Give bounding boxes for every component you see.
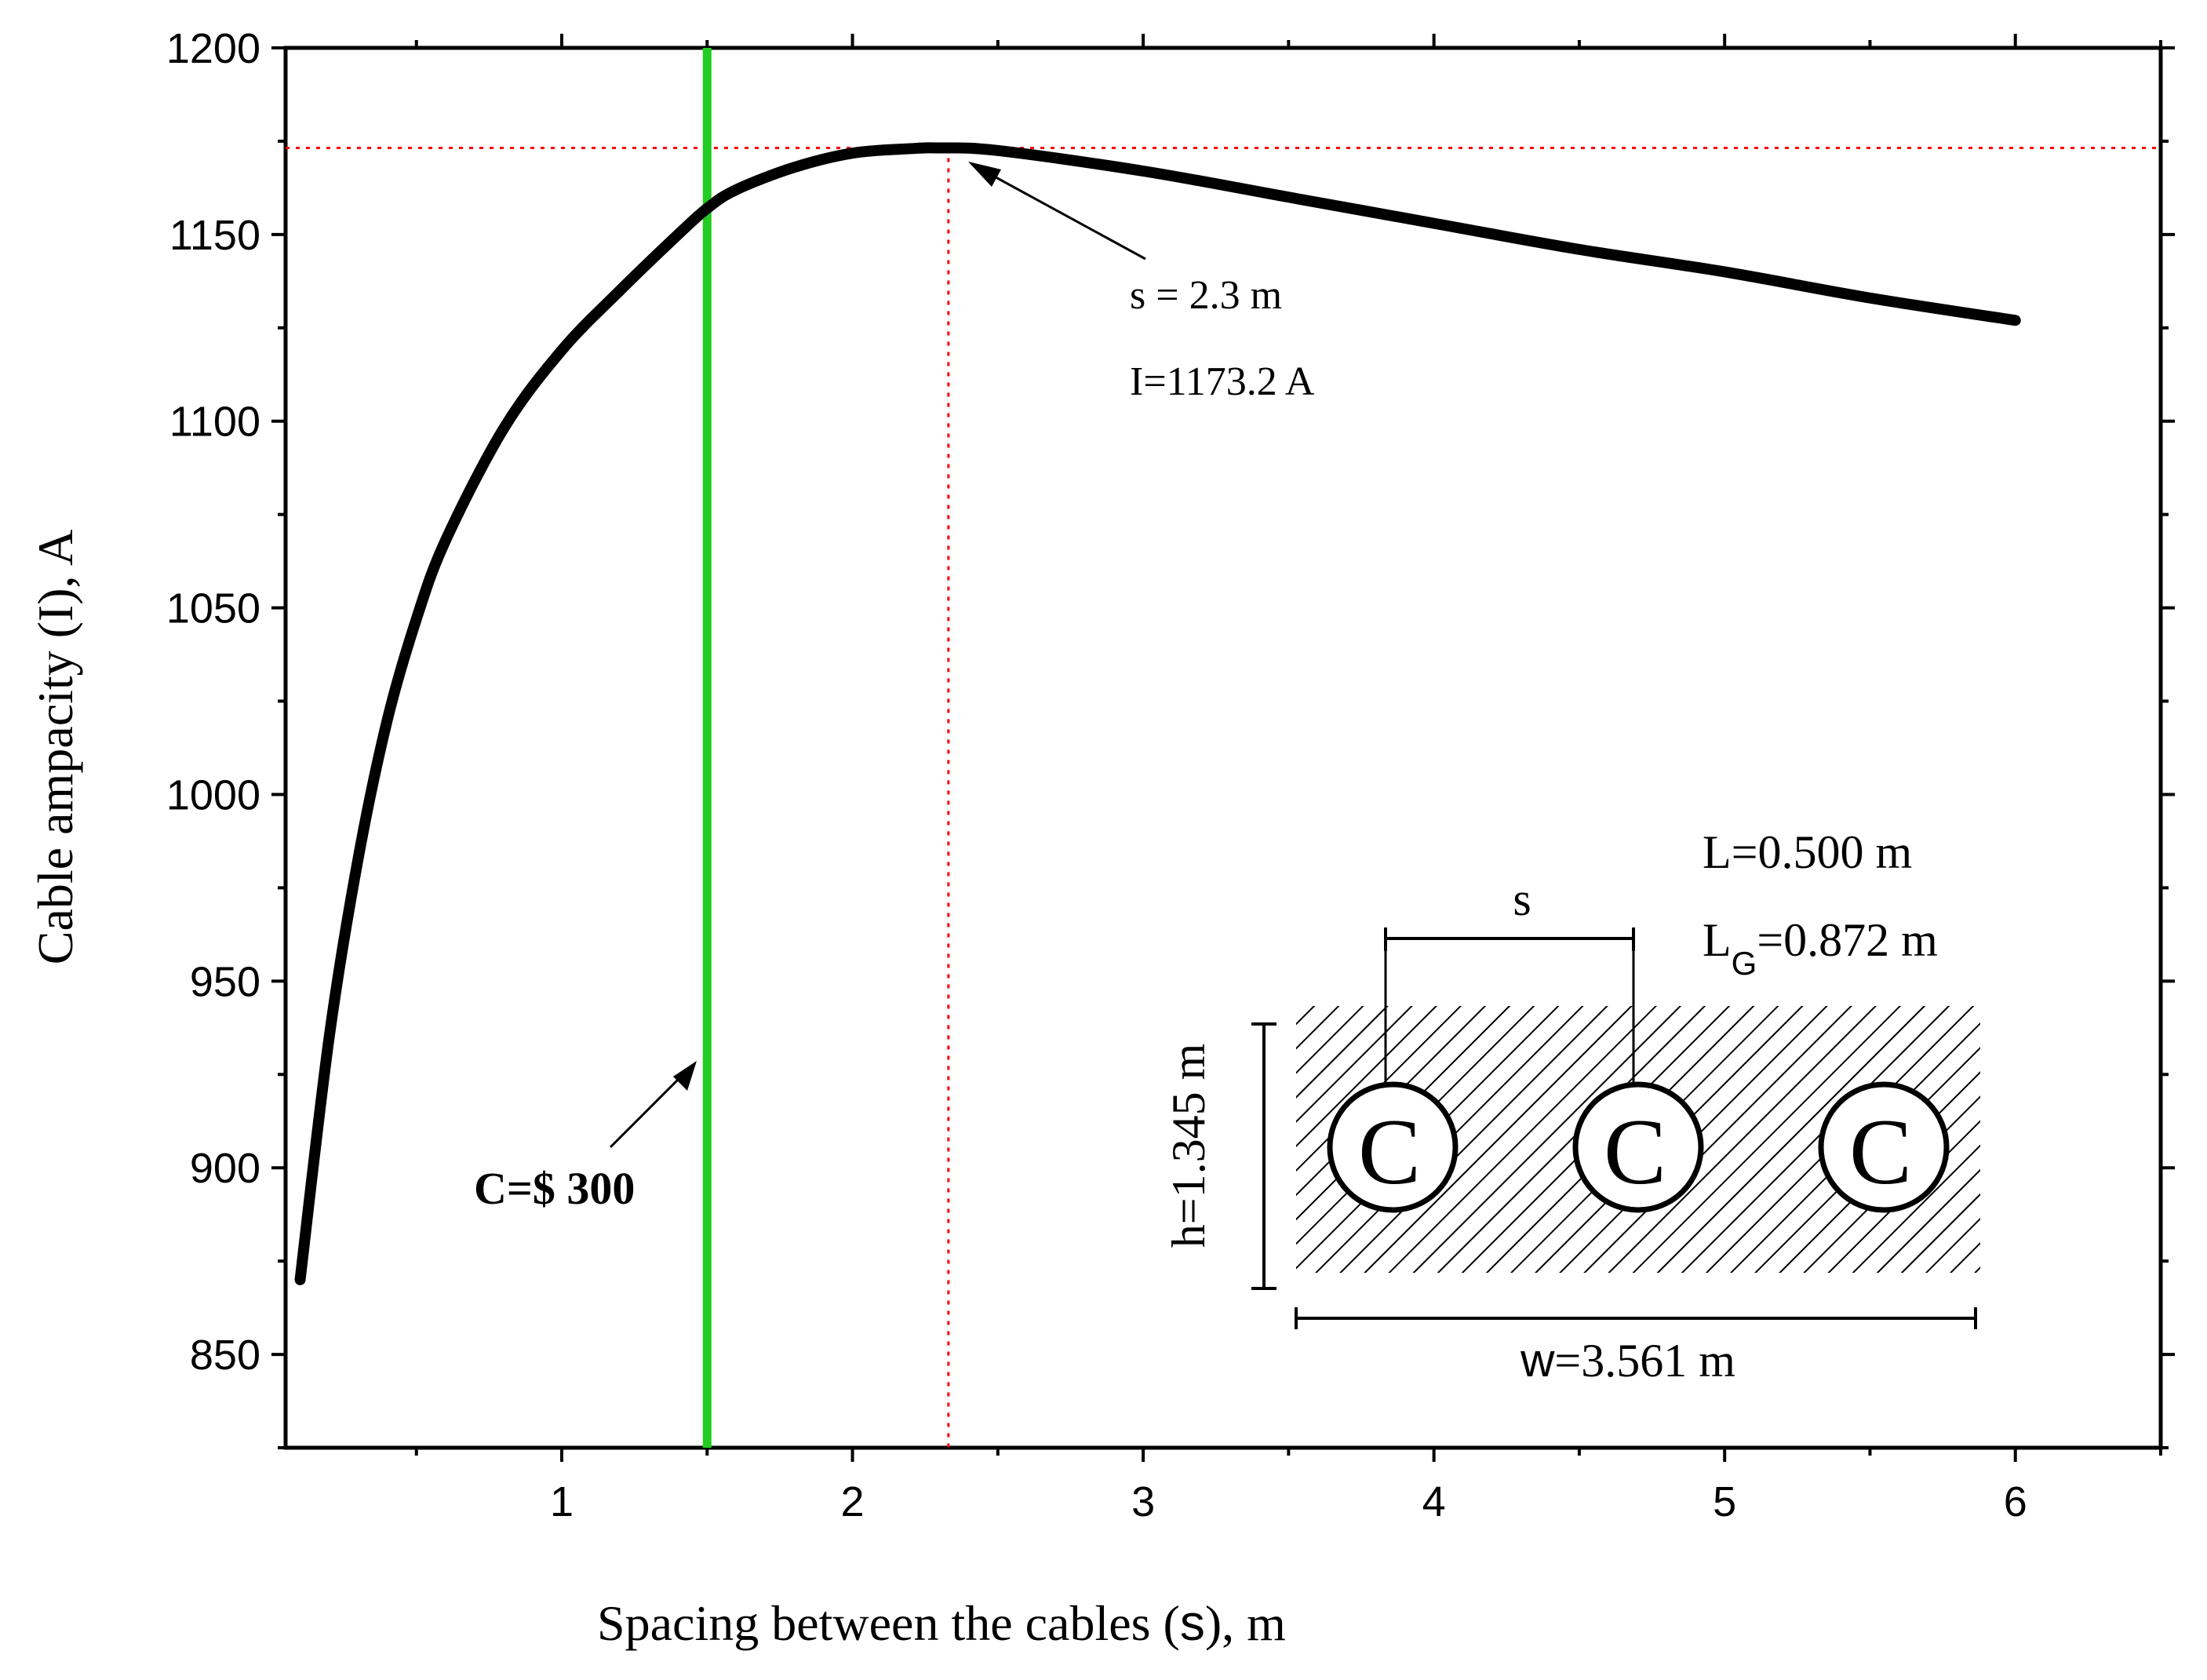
optimum-arrow — [972, 163, 1146, 261]
x-axis-title-suffix: ), m — [1205, 1595, 1286, 1651]
inset-l-label: L=0.500 m — [1703, 826, 1912, 878]
x-tick-label: 5 — [1713, 1478, 1736, 1525]
cost-annotation: C=$ 300 — [474, 1163, 635, 1214]
plot-frame — [283, 46, 2163, 1450]
inset-w-label: w=3.561 m — [1520, 1334, 1735, 1387]
inset-lg-label: LG=0.872 m — [1703, 914, 1938, 982]
x-tick-label: 4 — [1422, 1478, 1446, 1525]
axis-ticks — [271, 34, 2175, 1462]
y-axis-title-prefix: Cable ampacity ( — [27, 621, 83, 964]
y-axis-title: Cable ampacity (I), A — [27, 530, 83, 964]
cable-2: C — [1572, 1081, 1704, 1213]
series-line-ampacity — [294, 142, 2021, 1285]
inset-w-letter: w — [1520, 1334, 1555, 1387]
cable-1: C — [1327, 1081, 1459, 1213]
x-tick-labels: 1 2 3 4 5 6 — [550, 1478, 2027, 1525]
cable-1-outer — [1327, 1081, 1459, 1213]
x-axis-title-prefix: Spacing between the cables ( — [597, 1595, 1180, 1651]
x-tick-label: 6 — [2004, 1478, 2027, 1525]
cost-arrow — [609, 1067, 690, 1149]
x-tick-label: 2 — [841, 1478, 865, 1525]
cable-3-letter: C — [1849, 1099, 1912, 1204]
y-tick-label: 1100 — [169, 399, 260, 446]
y-axis-title-suffix: ), A — [27, 530, 83, 605]
optimum-arrow-head — [968, 162, 1001, 187]
x-axis-title: Spacing between the cables (s), m — [597, 1594, 1286, 1651]
x-tick-label: 1 — [550, 1478, 574, 1525]
cable-2-outer — [1572, 1081, 1704, 1213]
x-tick-label: 3 — [1131, 1478, 1155, 1525]
inset-lg-value: =0.872 m — [1757, 914, 1938, 966]
y-tick-labels: 850 900 950 1000 1050 1100 1150 1200 — [166, 25, 260, 1379]
inset-lg-sub: G — [1732, 945, 1757, 982]
cable-2-letter: C — [1604, 1099, 1666, 1204]
cost-arrow-head — [673, 1061, 697, 1091]
inset-lg-main: L — [1703, 914, 1732, 966]
inset-w-value: =3.561 m — [1554, 1335, 1735, 1387]
inset-h-label: h=1.345 m — [1163, 1044, 1215, 1248]
optimum-s-annotation: s = 2.3 m — [1130, 273, 1282, 318]
cable-1-letter: C — [1358, 1099, 1421, 1204]
cable-3-outer — [1818, 1081, 1950, 1213]
y-tick-label: 1150 — [169, 212, 260, 259]
y-tick-label: 900 — [190, 1145, 260, 1192]
cable-3: C — [1818, 1081, 1950, 1213]
y-tick-label: 950 — [190, 958, 260, 1005]
y-tick-label: 850 — [190, 1332, 260, 1379]
y-tick-label: 1050 — [166, 585, 260, 632]
optimum-i-annotation: I=1173.2 A — [1130, 359, 1315, 404]
inset-s-label: s — [1513, 873, 1531, 925]
y-tick-label: 1000 — [166, 771, 260, 818]
y-axis-title-symbol: I — [27, 605, 83, 621]
inset-diagram: L=0.500 m LG=0.872 m s h=1.345 m w=3.561… — [1163, 826, 1980, 1387]
y-tick-label: 1200 — [166, 25, 260, 72]
x-axis-title-symbol: s — [1180, 1594, 1205, 1651]
